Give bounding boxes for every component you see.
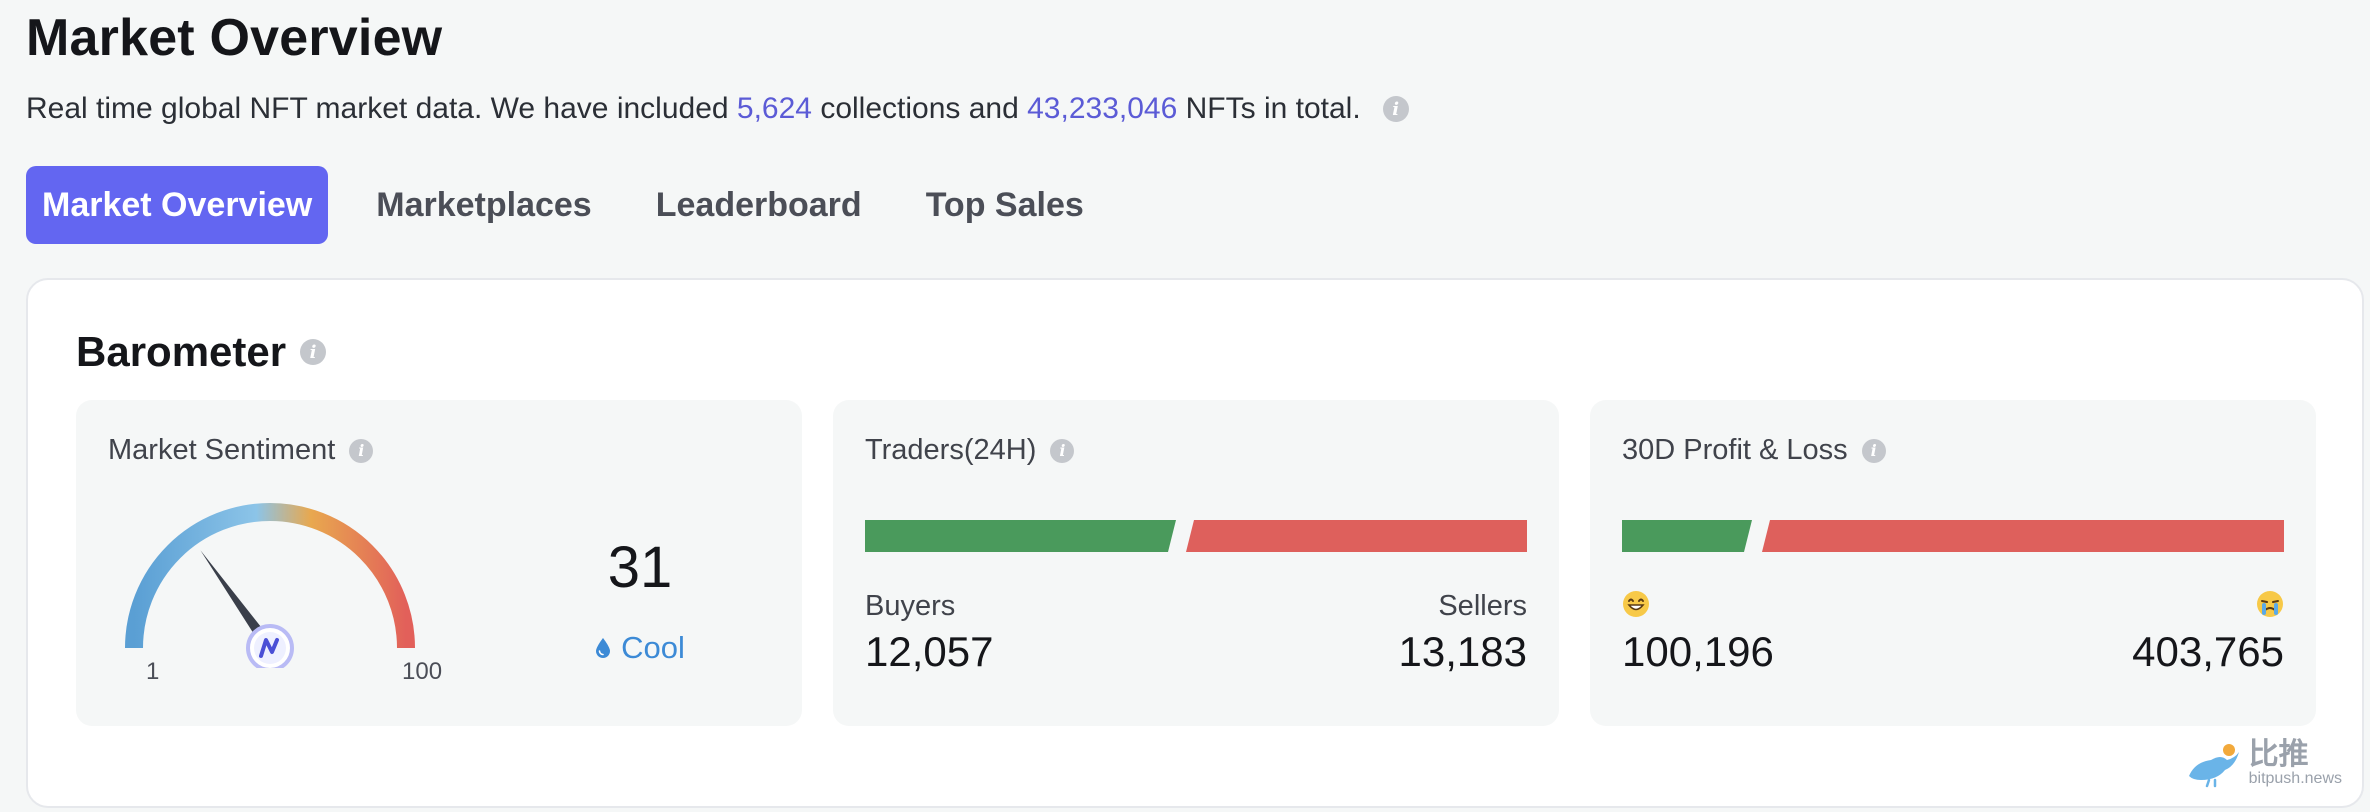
gauge-logo-icon	[259, 638, 279, 658]
barometer-title-text: Barometer	[76, 328, 287, 375]
sentiment-gauge	[125, 503, 415, 668]
sellers-value: 13,183	[1398, 628, 1527, 675]
water-drop-icon	[596, 638, 611, 658]
sentiment-status: Cool	[558, 630, 722, 666]
buyers-label: Buyers	[865, 590, 956, 622]
gauge-needle	[200, 550, 275, 652]
tab-marketplaces[interactable]: Marketplaces	[376, 185, 592, 224]
traders-label-text: Traders(24H)	[865, 434, 1037, 466]
pnl-label-text: 30D Profit & Loss	[1622, 434, 1848, 466]
market-sentiment-label: Market Sentiment i	[108, 434, 374, 467]
subtitle-prefix: Real time global NFT market data. We hav…	[26, 92, 737, 125]
market-sentiment-label-text: Market Sentiment	[108, 434, 336, 466]
watermark-url: bitpush.news	[2248, 770, 2342, 787]
barometer-card: Barometer i Market Sentiment i 1 1	[26, 278, 2364, 808]
watermark-cn: 比推	[2248, 738, 2309, 771]
profit-bar-segment	[1622, 520, 1752, 552]
info-icon[interactable]: i	[1382, 96, 1409, 122]
nav-tabs: Market Overview Marketplaces Leaderboard…	[26, 166, 1132, 244]
loss-bar-segment	[1762, 520, 2284, 552]
happy-face-icon	[1623, 591, 1649, 617]
subtitle-suffix: NFTs in total.	[1177, 92, 1361, 125]
market-sentiment-panel: Market Sentiment i 1 100 31	[76, 400, 802, 726]
pnl-panel: 30D Profit & Loss i 100,196 403,765	[1590, 400, 2316, 726]
info-icon[interactable]: i	[300, 339, 327, 365]
sentiment-score: 31 Cool	[558, 534, 722, 684]
sentiment-status-text: Cool	[621, 630, 685, 665]
sellers-label: Sellers	[1438, 590, 1527, 622]
pnl-bar	[1622, 520, 2284, 552]
gauge-max-label: 100	[402, 658, 443, 685]
sellers-bar-segment	[1186, 520, 1527, 552]
barometer-title: Barometer i	[76, 328, 327, 376]
buyers-value: 12,057	[865, 628, 994, 675]
gauge-min-label: 1	[146, 658, 160, 685]
bird-logo-icon	[2188, 744, 2239, 788]
collections-count: 5,624	[736, 92, 812, 125]
buyers-bar-segment	[865, 520, 1176, 552]
traders-panel: Traders(24H) i Buyers Sellers 12,057 13,…	[833, 400, 1559, 726]
page-title: Market Overview	[26, 9, 443, 67]
info-icon[interactable]: i	[1861, 438, 1886, 463]
sentiment-value: 31	[607, 535, 673, 600]
crying-face-icon	[2257, 591, 2283, 617]
tab-top-sales[interactable]: Top Sales	[925, 185, 1084, 224]
watermark: 比推 bitpush.news	[2181, 740, 2342, 788]
gauge-arc	[125, 503, 415, 649]
pnl-label: 30D Profit & Loss i	[1622, 434, 1886, 467]
tab-market-overview[interactable]: Market Overview	[26, 166, 329, 244]
traders-label: Traders(24H) i	[865, 434, 1075, 467]
traders-bar	[865, 520, 1527, 552]
profit-value: 100,196	[1622, 628, 1774, 675]
tab-leaderboard[interactable]: Leaderboard	[655, 185, 862, 224]
info-icon[interactable]: i	[1050, 438, 1075, 463]
info-icon[interactable]: i	[349, 438, 374, 463]
subtitle-mid: collections and	[811, 92, 1028, 125]
page-subtitle: Real time global NFT market data. We hav…	[26, 92, 1409, 126]
nfts-count: 43,233,046	[1027, 92, 1178, 125]
loss-value: 403,765	[2132, 628, 2284, 675]
